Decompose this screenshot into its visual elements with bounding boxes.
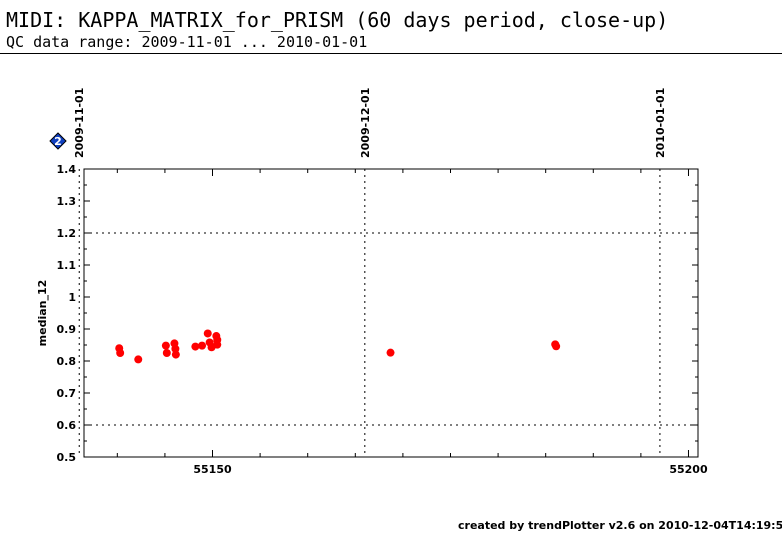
data-point (198, 341, 207, 350)
data-point (552, 342, 561, 351)
y-tick-label: 1.2 (57, 227, 77, 240)
y-tick-label: 0.5 (57, 451, 77, 464)
y-tick-label: 0.6 (57, 419, 77, 432)
y-axis-label: median_12 (36, 280, 49, 347)
plot-frame (83, 168, 699, 458)
data-point (161, 341, 170, 350)
y-tick-label: 1 (68, 291, 76, 304)
data-point (116, 349, 125, 357)
y-tick-label: 1.1 (57, 259, 77, 272)
grid-lines (78, 169, 698, 457)
y-tick-label: 0.7 (57, 387, 77, 400)
x-tick-label: 55200 (669, 463, 708, 476)
date-marker-label: 2009-11-01 (73, 88, 86, 158)
y-tick-label: 0.9 (57, 323, 77, 336)
data-point (171, 350, 180, 359)
footer-credit: created by trendPlotter v2.6 on 2010-12-… (458, 519, 782, 532)
y-tick-label: 1.3 (57, 195, 77, 208)
header-divider (0, 53, 782, 54)
data-point (134, 355, 143, 364)
y-tick-label: 1.4 (57, 163, 77, 176)
data-point (171, 344, 180, 353)
axes: 2009-11-01 2009-12-01 2010-01-01 0.5 0.6 0.7 0… (36, 88, 708, 476)
chart-subtitle: QC data range: 2009-11-01 ... 2010-01-01 (6, 33, 368, 51)
date-marker-label: 2010-01-01 (654, 88, 667, 158)
y-tick-label: 0.8 (57, 355, 77, 368)
data-point (386, 348, 395, 357)
chart-title: MIDI: KAPPA_MATRIX_for_PRISM (60 days pe… (6, 8, 669, 32)
badge-label: 2 (54, 135, 62, 148)
data-point (162, 349, 171, 357)
data-point (213, 340, 222, 349)
x-tick-label: 55150 (193, 463, 232, 476)
data-point (191, 342, 200, 351)
diamond-2-icon: 2 (49, 132, 67, 150)
data-points (115, 329, 561, 364)
date-marker-label: 2009-12-01 (359, 88, 372, 158)
data-point (203, 329, 212, 338)
